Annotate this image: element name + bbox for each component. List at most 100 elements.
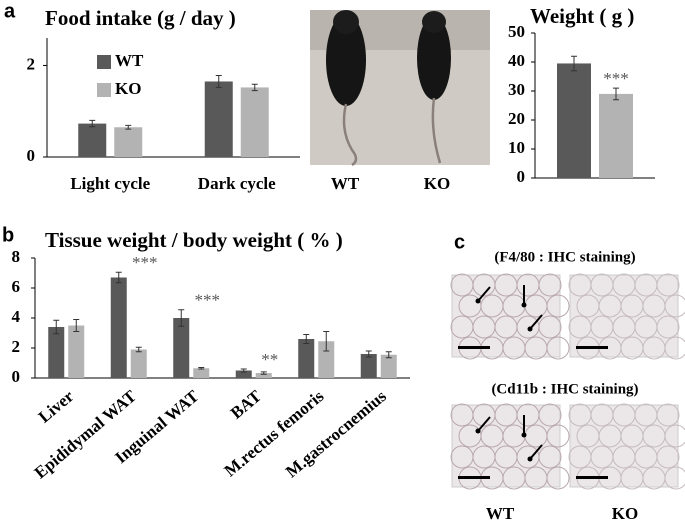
adipocyte [538,403,562,427]
arrow [477,416,491,432]
error-bar [385,351,392,359]
bar [204,81,233,157]
arrow-head [475,428,481,434]
scale-bar [576,476,608,479]
chart-title: Food intake (g / day ) [45,6,236,30]
significance: ** [261,350,278,369]
ihc-images [450,273,685,490]
bar [193,368,210,378]
error-bar [323,331,330,352]
y-tick-label: 0 [517,167,526,186]
y-tick-label: 0 [12,367,21,386]
error-bar [613,87,619,101]
ihc-title: (Cd11b : IHC staining) [491,381,638,397]
adipocyte [664,294,685,318]
bar [557,63,591,179]
significance: *** [132,253,158,272]
legend-swatch [97,83,111,97]
bar [240,87,269,157]
bar [78,123,107,157]
adipocyte [656,403,680,427]
error-bar [251,83,258,92]
error-bar [178,309,185,327]
adipocyte [538,273,562,297]
error-bar [89,119,96,128]
legend-label: WT [115,51,144,70]
error-bar [260,371,267,375]
adipocyte [664,424,685,448]
error-bar [125,124,132,130]
bar [318,341,335,378]
error-bar [571,55,577,72]
error-bar [303,334,310,344]
adipocyte [546,466,570,490]
legend-swatch [97,55,111,69]
photo-label: KO [424,174,450,193]
x-tick-label: Light cycle [70,174,150,193]
bar [255,373,272,378]
bar [235,370,252,378]
bar [114,127,143,157]
panel-label: c [454,231,465,253]
error-bar [240,368,247,373]
adipocyte [546,424,570,448]
arrow-head [527,326,533,332]
ihc-label: WT [486,504,515,523]
adipocyte [546,294,570,318]
chart-title: Tissue weight / body weight ( % ) [45,228,343,252]
ihc-title: (F4/80 : IHC staining) [494,249,635,265]
y-tick-label: 2 [12,337,21,356]
x-tick-label: Dark cycle [198,174,276,193]
ihc-label: KO [612,504,638,523]
x-tick-label: Liver [35,386,78,426]
adipocyte [656,273,680,297]
error-bar [73,319,80,332]
y-tick-label: 0 [27,146,36,165]
y-tick-label: 10 [508,138,525,157]
error-bar [115,271,122,284]
y-tick-label: 8 [12,247,21,266]
bar [360,354,377,378]
adipocyte [656,315,680,339]
arrow [477,286,491,302]
y-tick-label: 20 [508,109,525,128]
x-tick-label: BAT [227,386,266,423]
arrow [529,444,543,460]
bar [110,277,127,378]
bar [173,318,190,378]
mouse-photo [310,10,490,167]
bar [48,327,65,378]
arrow-head [521,432,527,438]
arrow [529,314,543,330]
y-tick-label: 4 [12,307,21,326]
chart-title: Weight ( g ) [530,4,634,28]
arrow-head [521,302,527,308]
panel-label: a [4,0,16,22]
y-tick-label: 6 [12,277,21,296]
y-tick-label: 30 [508,80,525,99]
photo-label: WT [331,174,360,193]
significance: *** [603,69,629,88]
bar [380,354,397,378]
arrow-head [527,456,533,462]
bar [298,339,315,378]
scale-bar [576,346,608,349]
adipocyte [546,336,570,360]
adipocyte [664,466,685,490]
y-tick-label: 40 [508,51,525,70]
legend-label: KO [115,79,141,98]
scale-bar [458,476,490,479]
y-tick-label: 50 [508,22,525,41]
significance: *** [195,291,221,310]
error-bar [135,346,142,353]
error-bar [53,319,60,335]
adipocyte [664,336,685,360]
bar [68,325,85,378]
scale-bar [458,346,490,349]
adipocyte [538,315,562,339]
error-bar [198,367,205,370]
bar [130,349,147,378]
panel-label: b [2,224,14,246]
error-bar [215,75,222,88]
